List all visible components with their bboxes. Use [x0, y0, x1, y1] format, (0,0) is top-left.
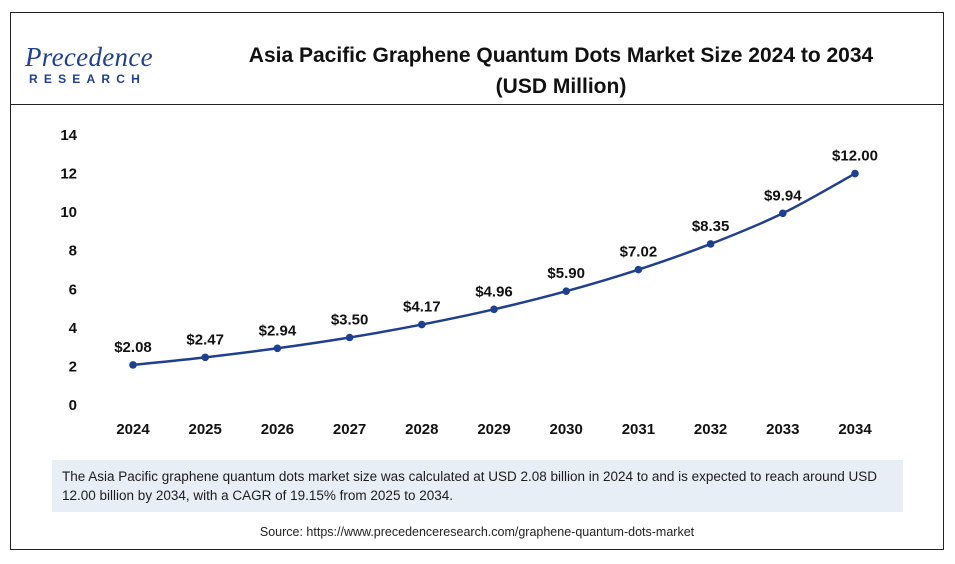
y-tick-label: 8 — [69, 243, 77, 260]
x-tick-label: 2031 — [622, 421, 655, 438]
y-tick-label: 10 — [60, 204, 77, 221]
title-line-2: (USD Million) — [495, 75, 627, 98]
series-line — [132, 172, 856, 367]
data-point — [345, 333, 354, 342]
y-tick-label: 0 — [69, 397, 77, 414]
chart-title: Asia Pacific Graphene Quantum Dots Marke… — [201, 40, 921, 102]
y-tick-label: 6 — [69, 281, 77, 298]
data-point — [634, 265, 643, 274]
data-point — [851, 169, 859, 178]
data-label: $2.47 — [186, 331, 224, 348]
data-label: $7.02 — [620, 244, 658, 261]
data-label: $5.90 — [547, 265, 585, 282]
x-axis: 2024 2025 2026 2027 2028 2029 2030 2031 2032 2033… — [116, 421, 872, 438]
data-label: $4.17 — [403, 299, 441, 316]
data-point — [418, 320, 426, 329]
y-axis: 0 2 4 6 8 10 12 14 — [60, 127, 77, 414]
data-point — [779, 209, 787, 218]
data-point — [490, 305, 498, 314]
data-point — [201, 353, 209, 362]
data-points — [129, 169, 859, 369]
data-point — [706, 240, 715, 248]
data-label: $4.96 — [475, 283, 513, 300]
x-tick-label: 2033 — [766, 421, 799, 438]
x-tick-label: 2028 — [405, 421, 438, 438]
data-label: $2.08 — [114, 339, 152, 356]
data-label: $12.00 — [832, 148, 878, 165]
x-tick-label: 2032 — [694, 421, 727, 438]
y-tick-label: 14 — [60, 127, 77, 144]
x-tick-label: 2030 — [550, 421, 583, 438]
data-label: $9.94 — [764, 187, 802, 204]
data-point — [129, 361, 137, 369]
x-tick-label: 2024 — [116, 421, 150, 438]
y-tick-label: 12 — [60, 166, 77, 183]
chart-frame: Precedence RESEARCH Asia Pacific Graphen… — [10, 12, 944, 550]
header: Precedence RESEARCH Asia Pacific Graphen… — [11, 13, 943, 105]
x-tick-label: 2034 — [838, 421, 872, 438]
x-tick-label: 2026 — [261, 421, 294, 438]
data-label: $3.50 — [331, 312, 369, 329]
summary-note: The Asia Pacific graphene quantum dots m… — [52, 460, 903, 512]
logo-subtitle: RESEARCH — [29, 72, 146, 86]
data-label: $2.94 — [259, 322, 297, 339]
precedence-research-logo: Precedence RESEARCH — [25, 43, 175, 93]
y-tick-label: 4 — [69, 320, 78, 337]
source-line: Source: https://www.precedenceresearch.c… — [259, 525, 695, 539]
x-tick-label: 2025 — [189, 421, 222, 438]
y-tick-label: 2 — [69, 358, 77, 375]
x-tick-label: 2029 — [477, 421, 510, 438]
data-point — [562, 287, 570, 296]
title-line-1: Asia Pacific Graphene Quantum Dots Marke… — [248, 44, 874, 67]
data-label: $8.35 — [692, 218, 730, 235]
data-labels: $2.08 $2.47 $2.94 $3.50 $4.17 $4.96 $5.90 $7.02… — [114, 148, 878, 356]
data-point — [273, 344, 282, 353]
line-chart: 0 2 4 6 8 10 12 14 2024 2025 2026 2027 2028 2029 2030… — [60, 127, 878, 438]
logo-wordmark: Precedence — [25, 42, 153, 72]
x-tick-label: 2027 — [333, 421, 366, 438]
